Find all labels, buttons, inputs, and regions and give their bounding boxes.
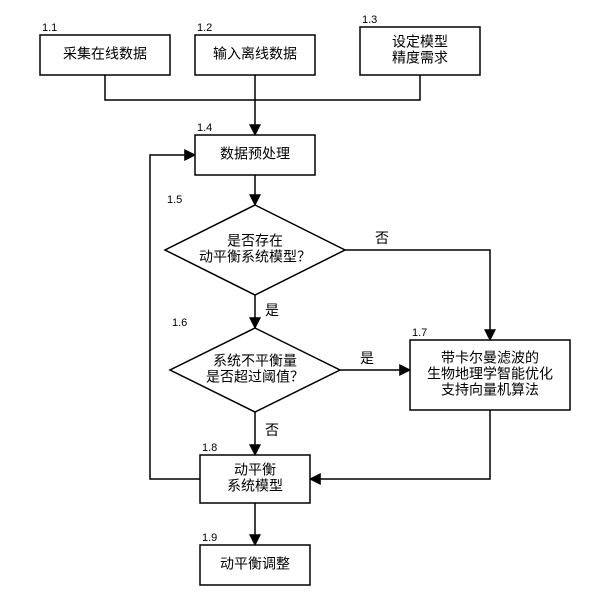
node-number-n3: 1.3 xyxy=(362,14,377,26)
node-n6: 1.6 系统不平衡量是否超过阈值？ xyxy=(170,317,340,412)
node-label-n3-line1: 精度需求 xyxy=(392,50,448,66)
node-label-n1-line0: 采集在线数据 xyxy=(63,46,147,62)
node-n2: 1.2输入离线数据 xyxy=(195,22,315,75)
node-number-n1: 1.1 xyxy=(42,22,57,34)
node-label-n7-line0: 带卡尔曼滤波的 xyxy=(441,350,539,366)
node-n7: 1.7 带卡尔曼滤波的生物地理学智能优化支持向量机算法 xyxy=(410,327,570,410)
edge-e10 xyxy=(310,410,490,479)
node-number-n2: 1.2 xyxy=(197,22,212,34)
edge-label-e6: 是 xyxy=(265,302,279,318)
node-n3: 1.3 设定模型精度需求 xyxy=(360,14,480,75)
node-number-n5: 1.5 xyxy=(167,194,182,206)
node-number-n4: 1.4 xyxy=(197,122,212,134)
node-label-n7-line1: 生物地理学智能优化 xyxy=(427,366,553,382)
node-n1: 1.1 采集在线数据 xyxy=(40,22,170,75)
node-label-n5-line0: 是否存在 xyxy=(227,233,283,249)
node-label-n8-line1: 系统模型 xyxy=(227,478,283,494)
node-number-n9: 1.9 xyxy=(202,532,217,544)
node-label-n2-line0: 输入离线数据 xyxy=(213,46,297,62)
edge-label-e8: 是 xyxy=(360,350,374,366)
node-number-n8: 1.8 xyxy=(202,442,217,454)
node-label-n8-line0: 动平衡 xyxy=(234,462,276,478)
edge-label-e7: 否 xyxy=(375,230,389,246)
edge-e3 xyxy=(255,75,420,100)
edge-label-e9: 否 xyxy=(265,422,279,438)
node-label-n5-line1: 动平衡系统模型？ xyxy=(199,249,311,265)
node-label-n3-line0: 设定模型 xyxy=(392,34,448,50)
node-label-n4-line0: 数据预处理 xyxy=(220,146,290,162)
node-n5: 1.5 是否存在动平衡系统模型？ xyxy=(165,194,345,295)
node-number-n6: 1.6 xyxy=(172,317,187,329)
node-label-n6-line0: 系统不平衡量 xyxy=(213,353,297,369)
node-number-n7: 1.7 xyxy=(412,327,427,339)
node-label-n7-line2: 支持向量机算法 xyxy=(441,382,539,398)
node-label-n9-line0: 动平衡调整 xyxy=(220,556,290,572)
node-label-n6-line1: 是否超过阈值？ xyxy=(206,369,304,385)
edge-e1 xyxy=(105,75,255,100)
